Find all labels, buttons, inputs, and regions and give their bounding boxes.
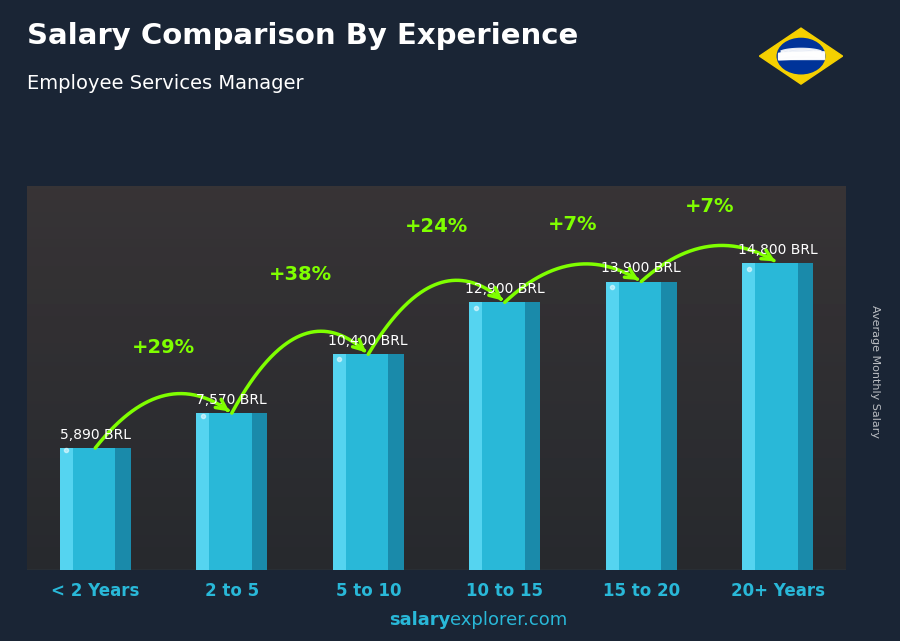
Bar — [59, 448, 73, 570]
Bar — [742, 263, 755, 570]
Text: Salary Comparison By Experience: Salary Comparison By Experience — [27, 22, 578, 51]
Text: 7,570 BRL: 7,570 BRL — [196, 393, 267, 407]
Bar — [797, 263, 814, 570]
Bar — [333, 354, 404, 570]
Text: explorer.com: explorer.com — [450, 612, 567, 629]
Text: +38%: +38% — [268, 265, 331, 283]
Bar — [333, 354, 346, 570]
Text: 12,900 BRL: 12,900 BRL — [465, 282, 544, 296]
Text: 14,800 BRL: 14,800 BRL — [738, 242, 817, 256]
Bar — [388, 354, 404, 570]
Bar — [778, 53, 824, 60]
Bar — [606, 281, 677, 570]
Text: +7%: +7% — [685, 197, 734, 216]
Text: +29%: +29% — [132, 338, 195, 357]
Bar — [606, 281, 618, 570]
Bar — [115, 448, 130, 570]
Text: 10,400 BRL: 10,400 BRL — [328, 334, 408, 348]
Text: 5,890 BRL: 5,890 BRL — [59, 428, 130, 442]
Bar — [252, 413, 267, 570]
Text: +24%: +24% — [405, 217, 468, 236]
Bar — [469, 303, 540, 570]
Text: Employee Services Manager: Employee Services Manager — [27, 74, 303, 93]
Polygon shape — [760, 28, 842, 84]
Bar — [525, 303, 540, 570]
Bar — [59, 448, 130, 570]
Text: 13,900 BRL: 13,900 BRL — [601, 262, 681, 275]
Text: salary: salary — [389, 612, 450, 629]
Bar — [196, 413, 209, 570]
Bar — [662, 281, 677, 570]
Bar — [196, 413, 267, 570]
Circle shape — [778, 38, 824, 74]
Text: Average Monthly Salary: Average Monthly Salary — [869, 305, 880, 438]
Text: +7%: +7% — [548, 215, 598, 234]
Bar — [469, 303, 482, 570]
Bar — [742, 263, 814, 570]
